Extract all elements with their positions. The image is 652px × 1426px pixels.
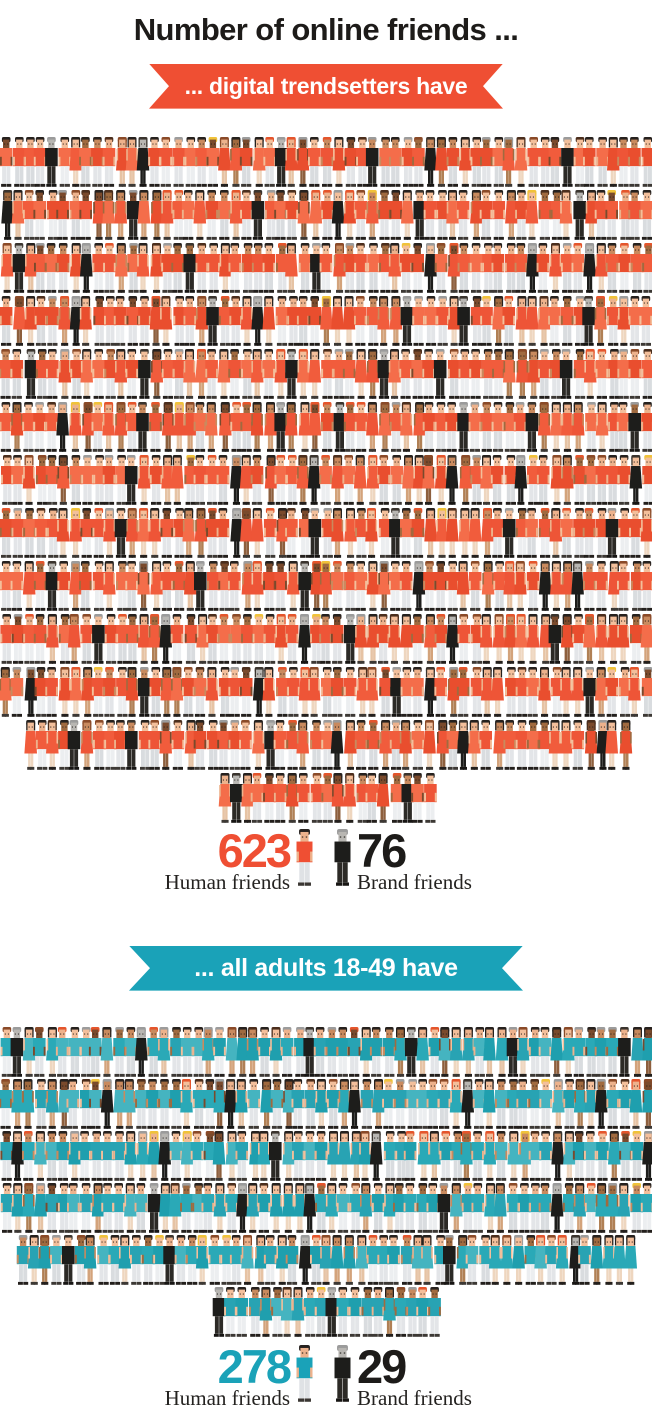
brand-figure-icon xyxy=(334,829,351,886)
banner-ribbon-all-adults: ... all adults 18-49 have xyxy=(129,946,523,991)
page-title: Number of online friends ... xyxy=(0,12,652,48)
crowd-pictogram-all-adults xyxy=(0,1027,652,1339)
brand-friends-label: Brand friends xyxy=(357,1388,472,1409)
brand-friends-label: Brand friends xyxy=(357,872,472,893)
human-friends-label: Human friends xyxy=(165,872,290,893)
human-figure-icon xyxy=(296,1345,313,1402)
brand-figure-icon xyxy=(334,1345,351,1402)
human-friends-label: Human friends xyxy=(165,1388,290,1409)
crowd-pictogram-trendsetters xyxy=(0,137,652,825)
human-friends-count: 623 xyxy=(218,827,290,874)
banner-label: ... digital trendsetters have xyxy=(185,73,468,100)
human-figure-icon xyxy=(296,829,313,886)
human-friends-count: 278 xyxy=(218,1343,290,1390)
stats-row-trendsetters: 623 Human friends 76 Brand friends xyxy=(0,827,652,893)
banner-label: ... all adults 18-49 have xyxy=(194,954,457,983)
brand-friends-count: 29 xyxy=(357,1343,405,1390)
banner-ribbon-trendsetters: ... digital trendsetters have xyxy=(149,64,503,109)
section-all-adults: ... all adults 18-49 have 278 Human frie… xyxy=(0,946,652,1409)
brand-friends-count: 76 xyxy=(357,827,405,874)
section-trendsetters: ... digital trendsetters have 623 Human … xyxy=(0,64,652,893)
stats-row-all-adults: 278 Human friends 29 Brand friends xyxy=(0,1343,652,1409)
